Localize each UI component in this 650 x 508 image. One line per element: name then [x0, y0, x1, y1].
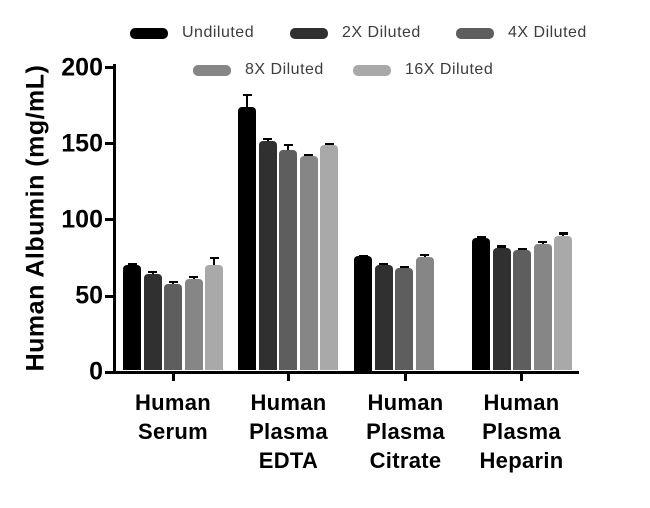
y-tick: [105, 294, 114, 298]
legend-item-undiluted: Undiluted: [130, 24, 255, 41]
x-axis-line: [112, 370, 579, 374]
bar-human-plasma-citrate-undiluted: [354, 256, 372, 371]
error-bar-line: [287, 145, 289, 153]
legend-item-4x-diluted: 4X Diluted: [456, 24, 587, 41]
bar-human-plasma-heparin-8x-diluted: [533, 244, 552, 371]
bar-human-plasma-heparin-2x-diluted: [492, 247, 511, 371]
legend-swatch-8x-diluted: [193, 64, 231, 76]
y-tick-label: 100: [61, 205, 103, 234]
bar-human-plasma-heparin-4x-diluted: [513, 250, 531, 371]
bar-human-plasma-citrate-4x-diluted: [395, 268, 413, 371]
error-bar-cap: [189, 275, 198, 279]
error-bar-cap: [209, 256, 219, 260]
x-axis-label-human-serum: Human Serum: [134, 390, 212, 444]
error-bar-line: [246, 94, 248, 111]
x-tick: [287, 374, 290, 381]
bar-human-serum-undiluted: [123, 265, 141, 371]
error-bar-cap: [538, 240, 547, 244]
legend-label: Undiluted: [182, 24, 255, 41]
legend-item-2x-diluted: 2X Diluted: [290, 24, 421, 41]
bar-human-plasma-edta-16x-diluted: [320, 145, 338, 371]
error-bar-cap: [399, 265, 409, 269]
error-bar-cap: [148, 271, 157, 274]
error-bar-line: [213, 257, 215, 269]
error-bar-cap: [558, 232, 568, 235]
legend-swatch-4x-diluted: [456, 27, 494, 39]
bar-human-serum-2x-diluted: [143, 273, 162, 371]
y-axis-line: [112, 64, 116, 374]
error-bar-cap: [358, 254, 368, 257]
error-bar-cap: [517, 247, 527, 250]
bar-human-plasma-edta-8x-diluted: [299, 155, 318, 371]
x-axis-label-human-plasma-citrate: Human Plasma Citrate: [366, 390, 445, 473]
bar-human-serum-4x-diluted: [164, 283, 182, 371]
y-tick-label: 200: [61, 53, 103, 82]
y-tick: [105, 370, 114, 374]
bar-human-serum-16x-diluted: [205, 265, 223, 371]
y-tick: [105, 66, 114, 70]
y-tick: [105, 142, 114, 146]
error-bar-cap: [127, 262, 137, 266]
legend-swatch-16x-diluted: [353, 64, 391, 76]
error-bar-cap: [497, 245, 506, 248]
y-tick-label: 150: [61, 129, 103, 158]
legend-label: 4X Diluted: [508, 24, 587, 41]
bar-human-plasma-edta-undiluted: [238, 107, 256, 371]
bar-human-plasma-edta-4x-diluted: [279, 149, 297, 371]
y-tick-label: 0: [89, 357, 103, 386]
bar-human-serum-8x-diluted: [184, 279, 203, 371]
legend-item-16x-diluted: 16X Diluted: [353, 61, 494, 78]
legend-label: 16X Diluted: [405, 61, 494, 78]
bar-human-plasma-heparin-16x-diluted: [554, 235, 572, 371]
error-bar-cap: [379, 262, 388, 266]
legend-label: 8X Diluted: [245, 61, 324, 78]
error-bar-cap: [283, 144, 293, 147]
y-tick-label: 50: [75, 281, 103, 310]
error-bar-cap: [304, 154, 313, 157]
error-bar-cap: [168, 281, 178, 284]
legend-item-8x-diluted: 8X Diluted: [193, 61, 324, 78]
x-axis-label-human-plasma-edta: Human Plasma EDTA: [249, 390, 328, 473]
error-bar-cap: [476, 235, 486, 238]
y-tick: [105, 218, 114, 222]
bar-human-plasma-citrate-8x-diluted: [415, 257, 434, 371]
x-tick: [404, 374, 407, 381]
legend-swatch-undiluted: [130, 27, 168, 39]
error-bar-cap: [263, 138, 272, 141]
legend-label: 2X Diluted: [342, 24, 421, 41]
bar-human-plasma-heparin-undiluted: [472, 238, 490, 371]
x-tick: [520, 374, 523, 381]
legend-swatch-2x-diluted: [290, 27, 328, 39]
bar-human-plasma-edta-2x-diluted: [258, 140, 277, 371]
x-axis-label-human-plasma-heparin: Human Plasma Heparin: [479, 390, 564, 473]
bar-human-plasma-citrate-2x-diluted: [374, 265, 393, 371]
error-bar-cap: [242, 93, 252, 97]
error-bar-cap: [420, 253, 429, 256]
error-bar-cap: [324, 143, 334, 146]
x-tick: [171, 374, 175, 381]
